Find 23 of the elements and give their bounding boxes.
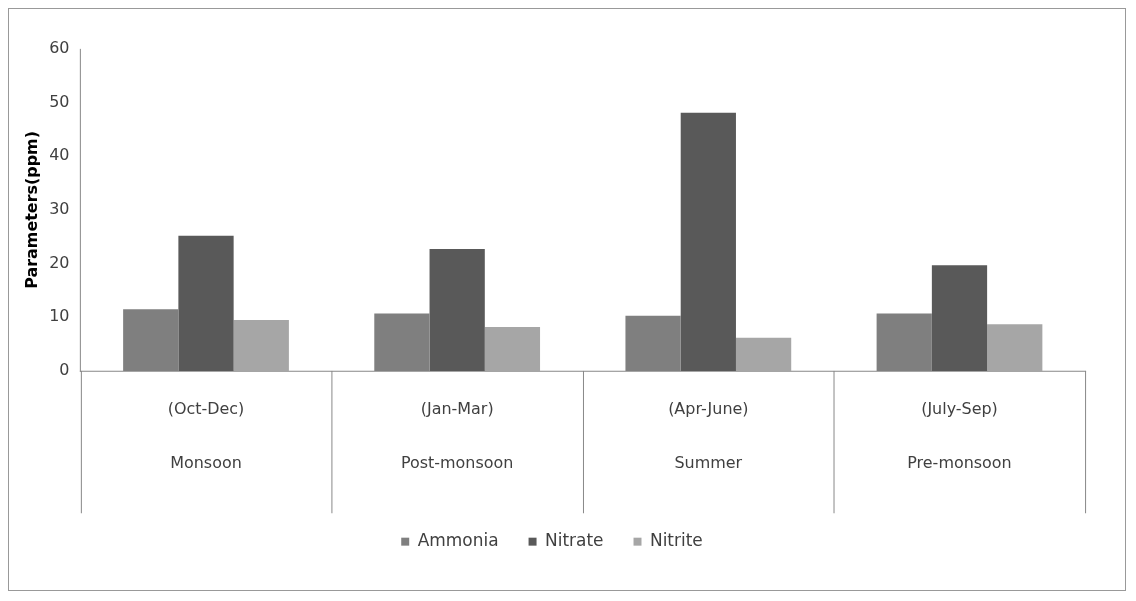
category-label: (Oct-Dec) Monsoon [167,399,245,473]
bar [429,249,485,371]
category-label: (July-Sep) Pre-monsoon [907,399,1012,473]
legend-label: Nitrate [545,530,604,551]
category-label: (Jan-Mar) Post-monsoon [400,399,514,473]
bar [987,324,1043,371]
bar [931,265,988,371]
legend-label: Ammonia [417,530,499,551]
y-tick-label: 40 [49,145,70,165]
y-tick-label: 0 [59,360,70,380]
y-tick-label: 60 [49,38,70,57]
category-label: (Apr-June) Summer [668,399,749,473]
y-axis-title: Parameters(ppm) [21,131,41,289]
bar [233,319,289,371]
y-tick-label: 20 [49,252,70,272]
legend-label: Nitrite [649,530,703,551]
bar [680,112,736,371]
bar [735,337,792,371]
y-tick-label: 50 [49,91,70,111]
bar [484,326,541,371]
bar [178,235,234,371]
y-tick-label: 30 [49,199,70,219]
y-tick-label: 10 [49,306,70,326]
